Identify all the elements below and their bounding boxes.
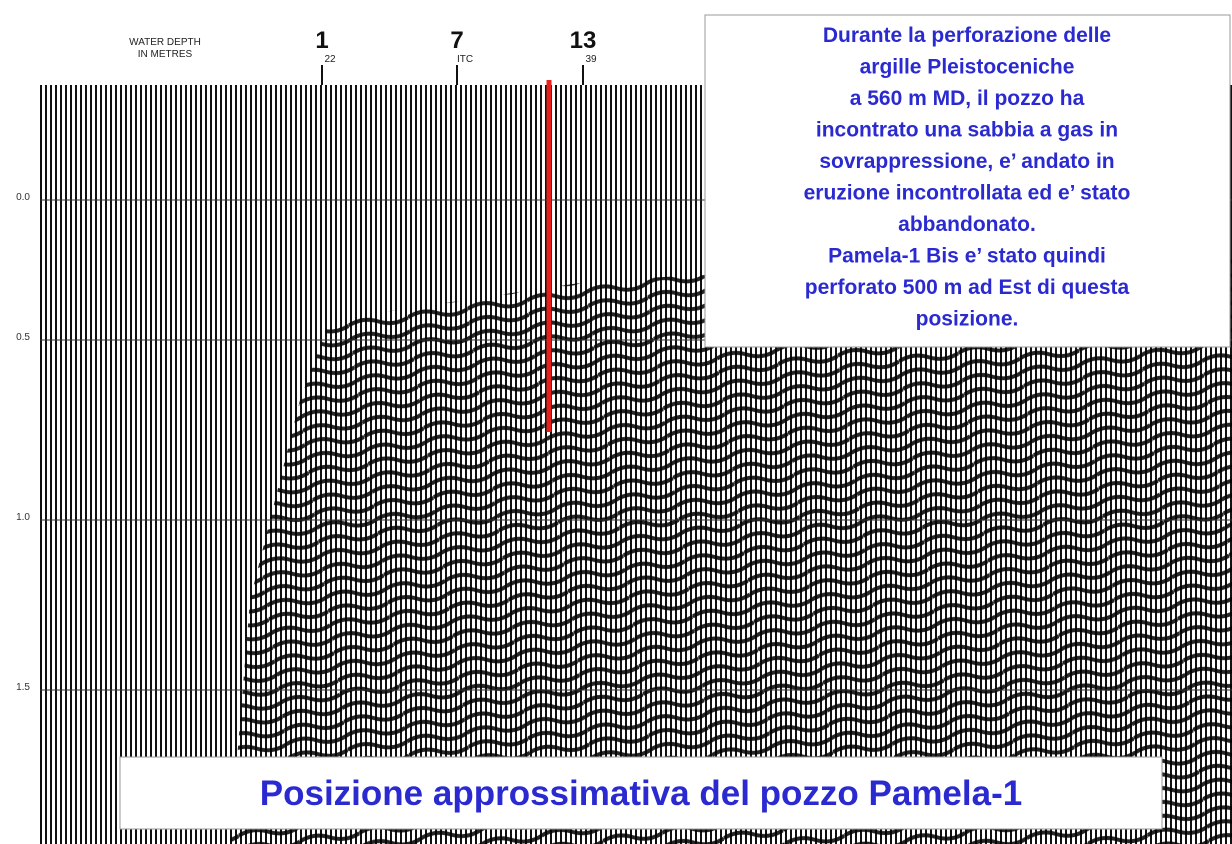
annotation-line: Pamela-1 Bis e’ stato quindi	[828, 245, 1106, 268]
slide: WATER DEPTHIN METRES 122 7ITC 1339 0.0 0.5 1.0…	[0, 0, 1232, 844]
time-label: 1.0	[16, 512, 30, 523]
time-label: 0.0	[16, 192, 30, 203]
annotation-line: argille Pleistoceniche	[860, 56, 1075, 79]
well-depth: 22	[324, 54, 336, 65]
well-depth: ITC	[457, 54, 473, 65]
time-label: 0.5	[16, 332, 30, 343]
annotation-line: eruzione incontrollata ed e’ stato	[804, 182, 1131, 205]
water-depth-label: IN METRES	[138, 49, 193, 60]
water-depth-label: WATER DEPTH	[129, 37, 201, 48]
well-number: 7	[450, 27, 463, 54]
annotation-line: perforato 500 m ad Est di questa	[805, 276, 1130, 299]
well-depth: 39	[585, 54, 597, 65]
annotation-line: a 560 m MD, il pozzo ha	[850, 87, 1085, 110]
annotation-line: incontrato una sabbia a gas in	[816, 119, 1118, 142]
annotation-line: posizione.	[916, 308, 1019, 331]
annotation-line: abbandonato.	[898, 213, 1036, 236]
well-number: 1	[315, 27, 328, 54]
annotation-line: sovrappressione, e’ andato in	[819, 150, 1114, 173]
time-label: 1.5	[16, 682, 30, 693]
well-number: 13	[570, 27, 597, 54]
caption: Posizione approssimativa del pozzo Pamel…	[260, 774, 1022, 813]
annotation-line: Durante la perforazione delle	[823, 24, 1111, 47]
